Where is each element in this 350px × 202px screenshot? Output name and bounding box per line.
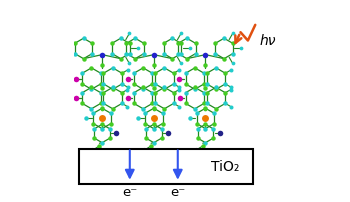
Text: hν: hν (260, 34, 276, 47)
Text: TiO₂: TiO₂ (211, 159, 239, 173)
Text: e⁻: e⁻ (170, 185, 186, 198)
Bar (79, 150, 252, 184)
Text: e⁻: e⁻ (122, 185, 138, 198)
